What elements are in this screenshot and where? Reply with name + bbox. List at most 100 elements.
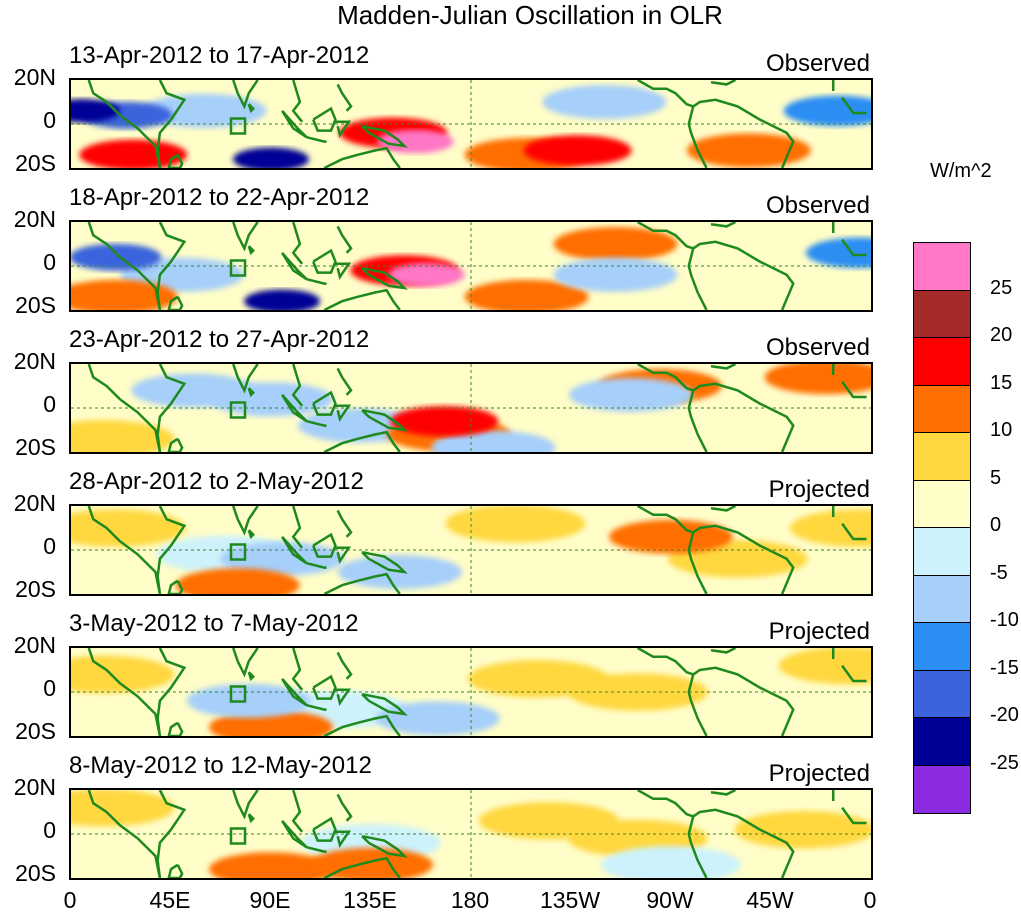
panel-period: 13-Apr-2012 to 17-Apr-2012 (69, 42, 370, 69)
coastline (312, 816, 337, 842)
coastline (281, 535, 308, 565)
olr-anomaly-blob (569, 377, 693, 412)
coastline (167, 863, 184, 878)
lon-tick: 45E (149, 887, 191, 913)
olr-map-plot (71, 364, 871, 452)
colorbar-segment (914, 433, 970, 481)
lat-tick: 0 (43, 249, 56, 275)
lat-tick: 20S (15, 434, 56, 460)
coastline (323, 856, 401, 878)
panel-period: 18-Apr-2012 to 22-Apr-2012 (69, 184, 370, 211)
lat-tick: 20S (15, 718, 56, 744)
olr-anomaly-blob (445, 506, 586, 543)
colorbar-label: 15 (990, 371, 1013, 394)
coastline (291, 648, 304, 691)
coastline (323, 288, 401, 310)
coastline (281, 677, 308, 707)
colorbar-segment (914, 670, 970, 718)
colorbar-segment (914, 480, 970, 528)
coastline (156, 648, 187, 736)
coastline (306, 135, 327, 143)
olr-anomaly-blob (464, 279, 589, 310)
coastline (710, 80, 736, 86)
panel-type: Observed (765, 50, 870, 77)
coastline (167, 721, 184, 736)
lon-tick: 0 (63, 887, 77, 913)
coastline (247, 245, 255, 256)
coastline (167, 437, 184, 452)
coastline (692, 240, 795, 310)
coastline (841, 806, 867, 825)
olr-anomaly-blob (209, 382, 333, 417)
colorbar-label: 0 (990, 514, 1002, 536)
olr-anomaly-blob (375, 701, 500, 736)
coastline (336, 225, 353, 254)
lat-tick: 20S (15, 150, 56, 176)
olr-anomaly-blob (601, 846, 741, 878)
olr-map-plot (71, 790, 871, 878)
panel-type: Observed (765, 334, 870, 361)
lon-tick: 45W (746, 887, 794, 913)
olr-anomaly-blob (523, 135, 632, 166)
index-box (229, 827, 247, 845)
coastline (323, 714, 401, 736)
lon-tick: 0 (863, 887, 877, 913)
olr-anomaly-blob (553, 257, 678, 292)
coastline (841, 380, 867, 399)
olr-anomaly-blob (686, 133, 811, 168)
coastline (841, 96, 867, 115)
colorbar-segment (914, 623, 970, 671)
chart-title: Madden-Julian Oscillation in OLR (337, 0, 723, 30)
coastline (281, 819, 308, 849)
coastline (247, 671, 255, 682)
coastline (87, 80, 162, 168)
coastline (637, 364, 694, 392)
lon-tick: 90W (646, 887, 694, 913)
coastline (637, 80, 694, 108)
colorbar-segment (914, 385, 970, 433)
colorbar-label: 10 (990, 419, 1013, 441)
coastline (281, 393, 308, 423)
colorbar-label: -15 (990, 656, 1019, 679)
coastline (281, 109, 308, 139)
coastline (232, 222, 259, 252)
olr-anomaly-blob (71, 243, 162, 271)
colorbar-label: 5 (990, 466, 1002, 489)
index-box (229, 685, 247, 703)
olr-map (69, 78, 873, 170)
panel-5: 3-May-2012 to 7-May-2012 Projected 20N 0… (0, 610, 1021, 753)
coastline (306, 277, 327, 285)
coastline (710, 648, 736, 654)
coastline (306, 703, 327, 711)
coastline (710, 790, 736, 796)
coastline (841, 238, 867, 257)
lat-tick: 20S (15, 576, 56, 602)
olr-map (69, 362, 873, 454)
coastline (335, 120, 352, 139)
coastline (637, 222, 694, 250)
coastline (336, 509, 353, 538)
coastline (687, 532, 708, 594)
olr-map (69, 220, 873, 312)
coastline (361, 834, 408, 858)
coastline (323, 572, 401, 594)
olr-map-plot (71, 506, 871, 594)
coastline (335, 404, 352, 423)
lat-tick: 20N (13, 632, 56, 658)
coastline (361, 692, 408, 716)
coastline (687, 674, 708, 736)
coastline (710, 364, 736, 370)
olr-anomaly-blob (734, 810, 871, 849)
coastline (232, 790, 259, 820)
lat-tick: 20N (13, 64, 56, 90)
colorbar-units: W/m^2 (930, 160, 992, 182)
olr-anomaly-blob (388, 263, 465, 287)
lat-tick: 0 (43, 391, 56, 417)
olr-anomaly-blob (783, 95, 871, 127)
lat-tick: 0 (43, 675, 56, 701)
olr-anomaly-blob (390, 405, 499, 437)
coastline (336, 367, 353, 396)
coastline (87, 506, 162, 594)
colorbar-segment (914, 718, 970, 766)
panel-6: 8-May-2012 to 12-May-2012 Projected 20N … (0, 752, 1021, 895)
